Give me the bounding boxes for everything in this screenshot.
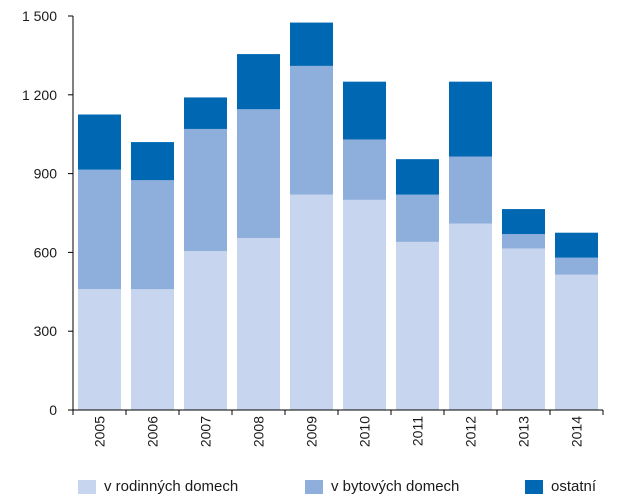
bar-segment-2013-s2 (502, 209, 545, 234)
bar-segment-2006-s1 (131, 180, 174, 289)
bar-segment-2014-s1 (555, 258, 598, 275)
x-tick-label: 2007 (198, 416, 214, 447)
bar-segment-2009-s2 (290, 23, 333, 66)
x-tick-label: 2010 (357, 416, 373, 447)
bars (78, 23, 598, 410)
bar-segment-2010-s1 (343, 139, 386, 199)
bar-segment-2007-s0 (184, 251, 227, 410)
x-tick-label: 2008 (251, 416, 267, 447)
legend-item-ostatni: ostatní (525, 478, 596, 495)
bar-segment-2011-s2 (396, 159, 439, 194)
legend-item-bytove: v bytových domech (305, 478, 459, 495)
bar-segment-2014-s2 (555, 233, 598, 258)
y-tick-label: 1 500 (22, 8, 57, 24)
y-tick-label: 1 200 (22, 87, 57, 103)
y-tick-label: 900 (34, 166, 58, 182)
bar-segment-2009-s1 (290, 66, 333, 195)
bar-segment-2010-s0 (343, 200, 386, 410)
x-tick-label: 2005 (92, 416, 108, 447)
bar-segment-2005-s0 (78, 289, 121, 410)
x-tick-label: 2012 (463, 416, 479, 447)
bar-segment-2006-s2 (131, 142, 174, 180)
bar-segment-2009-s0 (290, 195, 333, 410)
bar-segment-2007-s2 (184, 97, 227, 129)
bar-segment-2014-s0 (555, 275, 598, 410)
x-tick-label: 2011 (410, 416, 426, 446)
bar-segment-2013-s1 (502, 234, 545, 248)
legend-swatch-bytove (305, 480, 323, 494)
bar-segment-2012-s1 (449, 157, 492, 224)
y-tick-label: 300 (34, 323, 58, 339)
y-tick-label: 0 (49, 402, 57, 418)
x-tick-label: 2013 (516, 416, 532, 447)
bar-segment-2010-s2 (343, 82, 386, 140)
y-tick-label: 600 (34, 244, 58, 260)
bar-segment-2005-s1 (78, 170, 121, 290)
y-axis: 0 300 600 900 1 200 1 500 (22, 8, 73, 418)
legend-swatch-ostatni (525, 480, 543, 494)
x-tick-label: 2009 (304, 416, 320, 447)
legend: v rodinných domech v bytových domech ost… (0, 478, 617, 500)
legend-label-bytove: v bytových domech (331, 478, 459, 495)
bar-segment-2008-s1 (237, 109, 280, 238)
x-tick-label: 2006 (145, 416, 161, 447)
x-axis: 2005 2006 2007 2008 2009 2010 2011 2012 2013 2014 (73, 410, 603, 447)
legend-swatch-rodinne (78, 480, 96, 494)
bar-segment-2013-s0 (502, 248, 545, 410)
x-tick-label: 2014 (569, 416, 585, 447)
bar-segment-2008-s2 (237, 54, 280, 109)
bar-segment-2007-s1 (184, 129, 227, 251)
bar-segment-2005-s2 (78, 115, 121, 170)
legend-label-ostatni: ostatní (551, 478, 596, 495)
bar-segment-2006-s0 (131, 289, 174, 410)
legend-item-rodinne: v rodinných domech (78, 478, 238, 495)
bar-segment-2011-s1 (396, 195, 439, 242)
bar-segment-2008-s0 (237, 238, 280, 410)
bar-segment-2011-s0 (396, 242, 439, 410)
bar-segment-2012-s0 (449, 224, 492, 410)
legend-label-rodinne: v rodinných domech (104, 478, 238, 495)
bar-segment-2012-s2 (449, 82, 492, 157)
